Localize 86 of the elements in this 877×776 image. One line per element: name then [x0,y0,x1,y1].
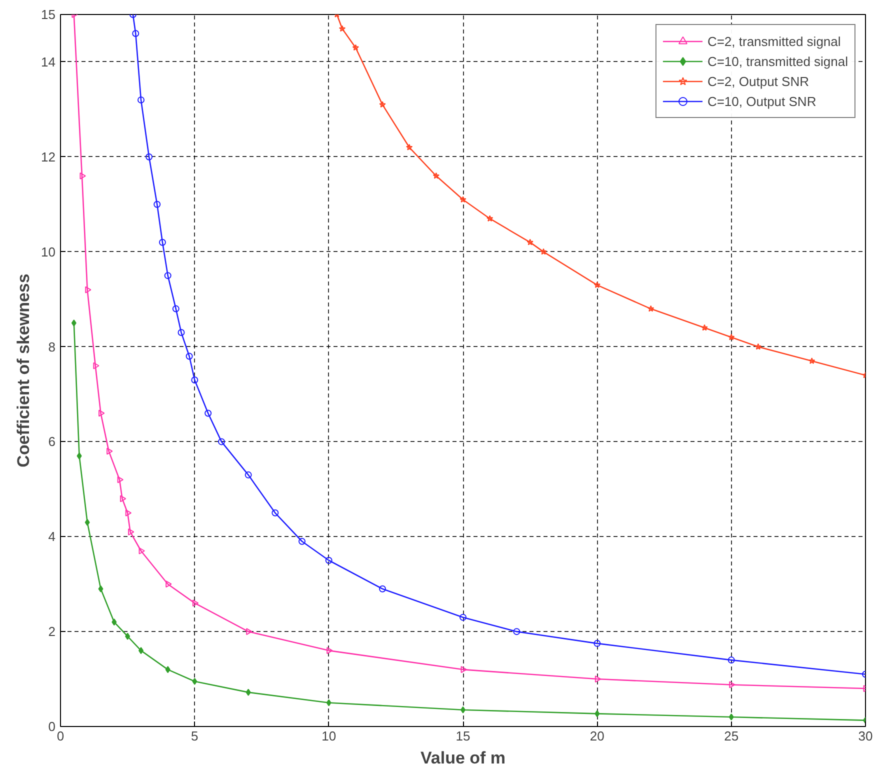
y-tick-label: 8 [48,339,56,354]
point [178,329,185,336]
point [728,714,734,721]
point [594,282,601,288]
point [540,248,547,255]
point [244,471,252,478]
point [701,324,708,331]
point [647,305,654,312]
point [486,215,494,222]
point [594,676,602,683]
point [246,688,251,696]
point [98,585,104,592]
point [204,410,212,417]
x-tick-label: 25 [724,728,739,744]
point [154,200,161,208]
point [460,666,467,674]
legend-label: C=2, transmitted signal [707,34,841,48]
point [98,410,105,417]
point [138,96,144,104]
point [120,495,126,502]
point [164,272,172,280]
point [158,238,166,246]
point [729,681,736,688]
x-axis-title: Value of m [420,748,506,768]
y-tick-label: 12 [41,149,56,164]
point [71,320,76,327]
x-tick-label: 20 [590,728,604,744]
x-tick-label: 5 [191,728,198,744]
point [325,556,332,564]
point [166,580,172,588]
point [526,238,534,246]
y-tick-label: 2 [48,624,56,640]
point [352,44,360,51]
point [728,656,735,664]
point [85,286,92,294]
y-tick-label: 0 [48,719,56,734]
point [165,666,170,674]
point [326,699,332,706]
point [460,196,466,203]
x-tick-label: 15 [456,728,470,744]
point [125,509,132,516]
point [172,305,180,312]
point [84,518,90,526]
point [112,618,117,626]
point [460,614,466,621]
point [379,101,386,108]
point [513,628,520,636]
y-tick-label: 4 [48,529,56,544]
point [218,438,225,446]
point [146,153,153,160]
legend-label: C=10, transmitted signal [707,54,848,68]
point [191,376,198,384]
point [272,509,279,516]
point [128,528,134,536]
point [754,343,762,350]
point [594,710,600,718]
point [76,452,82,460]
legend-label: C=10, Output SNR [707,94,816,108]
point [93,362,100,370]
point [338,25,346,32]
point [808,358,816,364]
point [594,640,601,647]
y-tick-label: 6 [48,434,56,450]
y-tick-label: 10 [41,244,56,260]
point [125,632,130,640]
x-tick-label: 30 [858,728,873,744]
point [432,172,440,179]
y-tick-label: 14 [41,54,56,70]
point [298,538,306,545]
point [80,172,86,180]
point [379,585,386,592]
point [106,448,113,455]
legend-label: C=2, Output SNR [707,74,809,88]
point [117,476,124,484]
point [406,144,413,150]
point [192,678,198,685]
point [138,547,145,554]
x-tick-label: 10 [322,728,336,744]
point [132,30,140,37]
point [246,628,252,636]
y-tick-label: 15 [41,7,56,22]
point [326,647,333,654]
point [186,352,193,360]
point [728,334,735,340]
y-axis-title: Coefficient of skewness [14,274,34,468]
point [192,600,199,607]
